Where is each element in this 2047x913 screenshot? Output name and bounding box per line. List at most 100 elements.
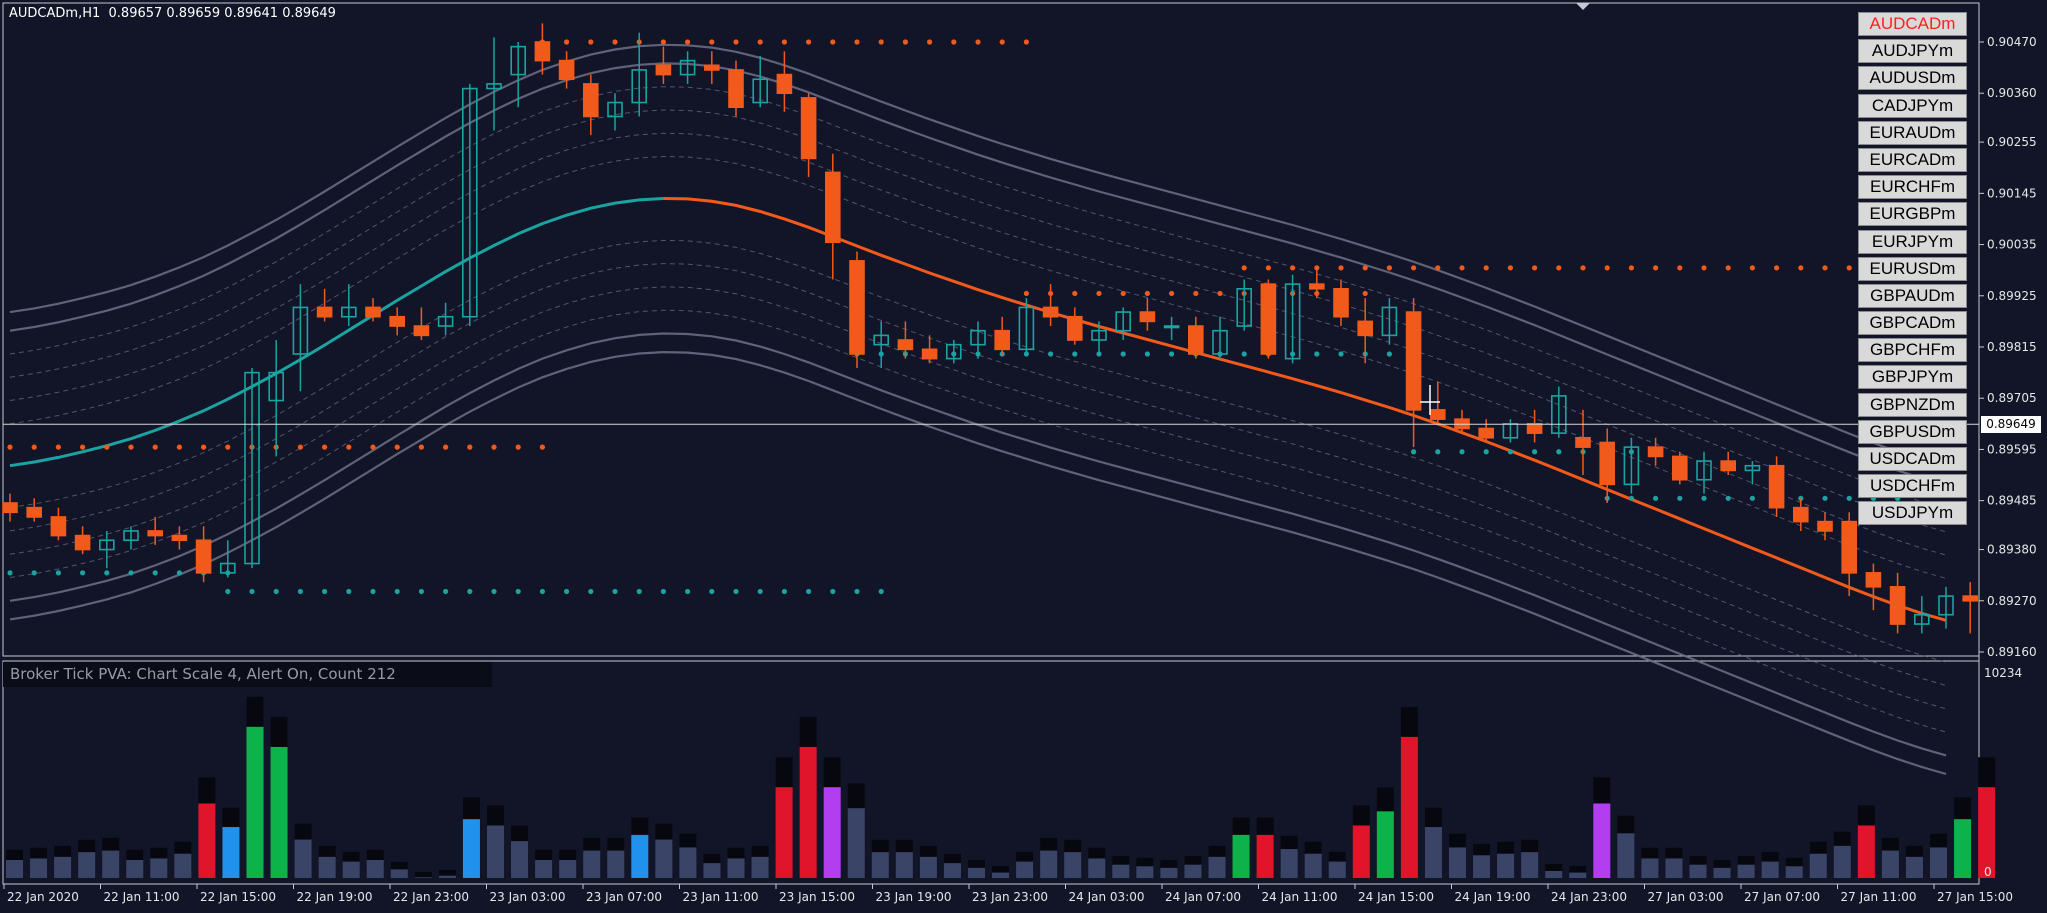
- candle-body: [413, 325, 430, 337]
- candle-body: [1623, 446, 1640, 486]
- main-pane-border: [2, 2, 1980, 657]
- resistance-dot: [1120, 290, 1126, 297]
- resistance-dot: [491, 444, 497, 450]
- volume-bar: [655, 839, 673, 878]
- symbol-button-usdcadm[interactable]: USDCADm: [1858, 447, 1967, 471]
- symbol-button-audcadm[interactable]: AUDCADm: [1858, 12, 1967, 36]
- symbol-button-gbpcadm[interactable]: GBPCADm: [1858, 311, 1967, 336]
- resistance-dot: [225, 444, 231, 450]
- support-dot: [346, 588, 352, 595]
- symbol-button-eurchfm[interactable]: EURCHFm: [1858, 175, 1967, 200]
- moving-average-line: [9, 197, 1947, 622]
- volume-bar: [246, 726, 264, 878]
- symbol-button-eurjpym[interactable]: EURJPYm: [1858, 229, 1967, 254]
- volume-bar-cap: [751, 845, 769, 857]
- time-tick-label: 23 Jan 15:00: [779, 890, 855, 904]
- volume-bar-cap: [1593, 777, 1611, 804]
- volume-bar-cap: [54, 845, 72, 857]
- support-dot: [418, 588, 424, 595]
- volume-bar-cap: [631, 817, 649, 835]
- ma-line-rising: [9, 197, 664, 468]
- volume-bar: [318, 856, 336, 878]
- candle-body: [268, 371, 285, 402]
- volume-bar-cap: [414, 871, 432, 878]
- volume-bar: [871, 852, 889, 878]
- symbol-button-eurgbpm[interactable]: EURGBPm: [1858, 202, 1967, 227]
- resistance-dot: [1338, 265, 1344, 271]
- volume-bar-cap: [559, 849, 577, 861]
- envelope-dashed-line: [9, 263, 1947, 686]
- symbol-button-cadjpym[interactable]: CADJPYm: [1858, 93, 1967, 118]
- support-dot: [539, 588, 546, 595]
- volume-bar: [6, 860, 23, 878]
- candle-body: [800, 97, 817, 160]
- volume-bar-cap: [703, 853, 721, 864]
- symbol-button-gbpnzdm[interactable]: GBPNZDm: [1858, 392, 1967, 417]
- support-dot: [1169, 351, 1175, 357]
- symbol-button-gbpusdm[interactable]: GBPUSDm: [1858, 419, 1967, 444]
- symbol-button-gbpchfm[interactable]: GBPCHFm: [1858, 338, 1967, 363]
- volume-bar-cap: [1449, 833, 1466, 848]
- volume-bar: [1208, 856, 1226, 878]
- volume-bar: [1040, 850, 1058, 878]
- volume-bar-cap: [78, 839, 96, 853]
- resistance-dot: [1604, 265, 1610, 271]
- volume-bar-cap: [1400, 706, 1418, 737]
- support-dot: [370, 588, 376, 595]
- support-dot: [1653, 495, 1659, 501]
- scroll-marker-icon[interactable]: [1576, 3, 1590, 10]
- time-tick-label: 27 Jan 15:00: [1937, 890, 2013, 904]
- symbol-button-gbpjpym[interactable]: GBPJPYm: [1858, 365, 1967, 390]
- resistance-dot: [467, 444, 473, 450]
- support-dot: [1556, 449, 1562, 455]
- support-dot: [7, 570, 13, 576]
- symbol-button-usdchfm[interactable]: USDCHFm: [1858, 474, 1967, 499]
- resistance-dot: [1386, 265, 1392, 271]
- volume-bar-cap: [968, 859, 985, 868]
- volume-bar-cap: [1809, 841, 1827, 854]
- support-dot: [636, 588, 642, 595]
- symbol-button-audjpym[interactable]: AUDJPYm: [1858, 39, 1967, 64]
- resistance-dot: [1290, 265, 1296, 271]
- support-dot: [1677, 495, 1683, 501]
- candle-body: [1405, 311, 1422, 411]
- support-dot: [733, 588, 739, 595]
- candle-body: [558, 59, 575, 81]
- volume-bar-cap: [655, 823, 673, 840]
- symbol-button-gbpaudm[interactable]: GBPAUDm: [1858, 283, 1967, 308]
- resistance-dot: [902, 39, 909, 45]
- candle-body: [2, 502, 18, 514]
- time-tick-label: 23 Jan 07:00: [586, 890, 662, 904]
- resistance-dot: [1725, 265, 1731, 271]
- candle-body: [123, 530, 139, 542]
- volume-bar-cap: [1473, 843, 1491, 856]
- symbol-button-euraudm[interactable]: EURAUDm: [1858, 120, 1967, 145]
- volume-bar: [1665, 858, 1683, 878]
- symbol-button-audusdm[interactable]: AUDUSDm: [1858, 66, 1967, 91]
- resistance-dot: [297, 444, 303, 450]
- symbol-button-eurcadm[interactable]: EURCADm: [1858, 147, 1967, 172]
- support-dot: [612, 588, 618, 595]
- candle-body: [849, 260, 865, 355]
- volume-bar: [631, 834, 649, 878]
- resistance-dot: [733, 39, 739, 45]
- candle-body: [1018, 306, 1035, 351]
- volume-bar-cap: [583, 837, 601, 851]
- candle-body: [1526, 423, 1543, 434]
- symbol-button-eurusdm[interactable]: EURUSDm: [1858, 256, 1967, 281]
- volume-bar-cap: [1617, 815, 1635, 834]
- candle-body: [171, 534, 188, 542]
- support-dot: [1846, 495, 1852, 501]
- support-dot: [394, 588, 400, 595]
- volume-bar-cap: [1881, 837, 1899, 851]
- symbol-button-usdjpym[interactable]: USDJPYm: [1858, 501, 1967, 526]
- candle-body: [1865, 572, 1882, 588]
- volume-bar: [847, 808, 865, 878]
- volume-bar: [751, 856, 769, 878]
- resistance-dot: [1072, 290, 1078, 297]
- volume-bar-cap: [342, 851, 360, 862]
- resistance-dot: [927, 39, 933, 45]
- envelope-bands: [9, 43, 1947, 776]
